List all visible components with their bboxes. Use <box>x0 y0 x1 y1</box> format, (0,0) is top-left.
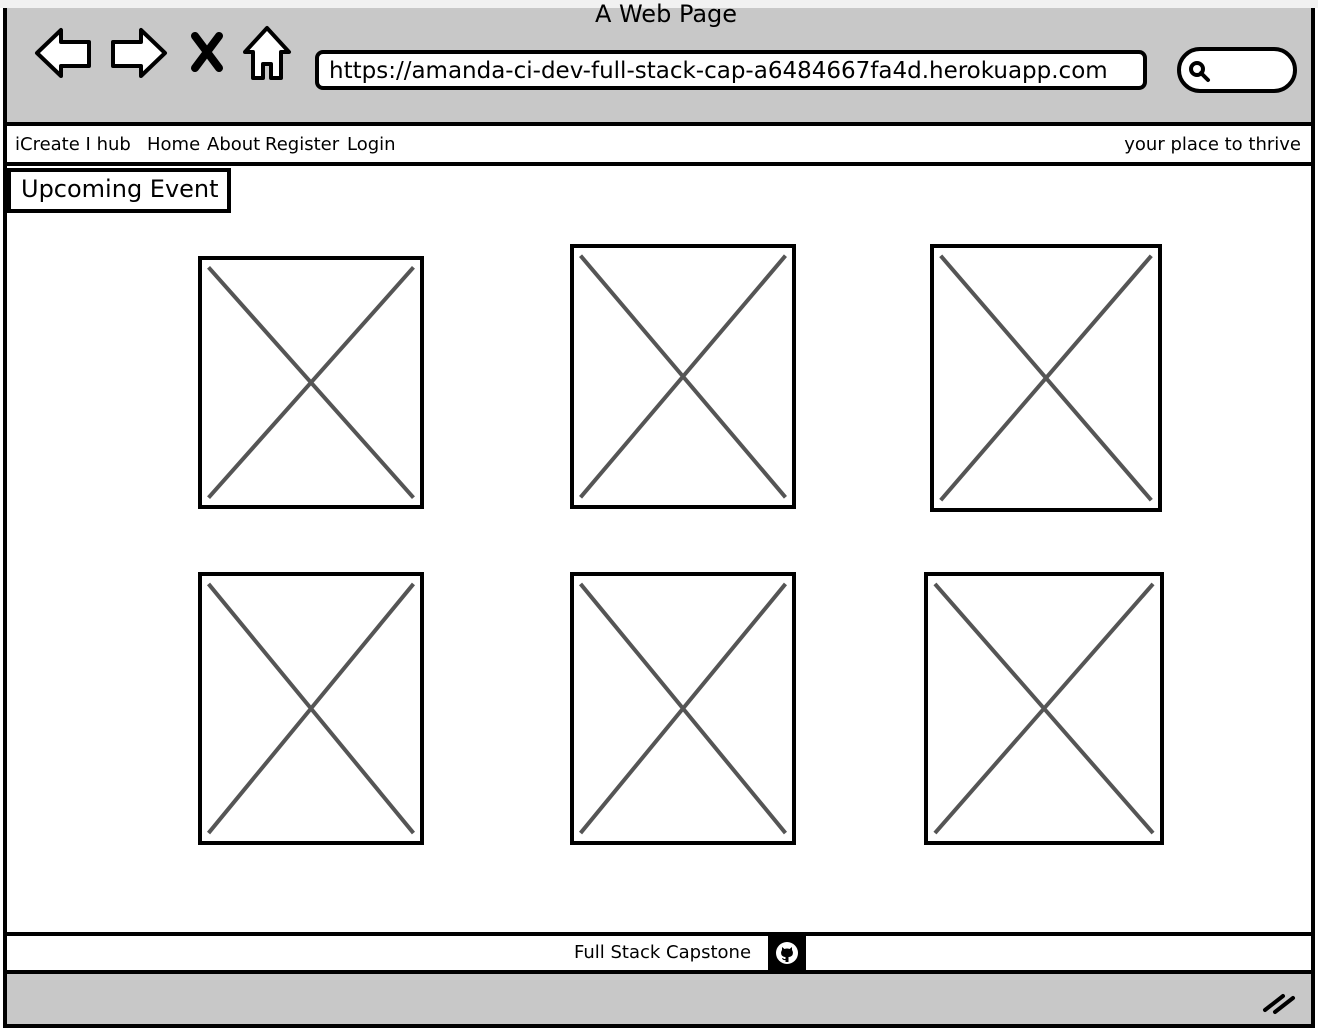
brand-logo-text[interactable]: iCreate I hub <box>15 134 131 155</box>
github-link[interactable] <box>768 934 806 974</box>
window-top-strip <box>0 0 1318 8</box>
image-placeholder-cross-icon <box>202 260 420 505</box>
image-placeholder-cross-icon <box>574 248 792 505</box>
resize-grip-icon[interactable] <box>1261 988 1297 1016</box>
event-image-placeholder[interactable] <box>198 256 424 509</box>
event-image-placeholder[interactable] <box>198 572 424 845</box>
search-icon <box>1189 61 1210 82</box>
event-image-placeholder[interactable] <box>570 572 796 845</box>
image-placeholder-cross-icon <box>934 248 1158 508</box>
footer-text: Full Stack Capstone <box>574 942 752 963</box>
url-bar[interactable]: https://amanda-ci-dev-full-stack-cap-a64… <box>315 50 1147 90</box>
window-title: A Web Page <box>594 0 738 28</box>
nav-link-home[interactable]: Home <box>147 134 201 155</box>
nav-link-about[interactable]: About <box>207 134 261 155</box>
nav-link-login[interactable]: Login <box>347 134 396 155</box>
back-arrow-icon[interactable] <box>33 26 95 80</box>
forward-arrow-icon[interactable] <box>107 26 169 80</box>
site-tagline: your place to thrive <box>1124 134 1301 155</box>
event-image-placeholder[interactable] <box>570 244 796 509</box>
browser-toolbar: A Web Page https://amanda-ci-dev-full-st… <box>3 0 1315 124</box>
image-placeholder-cross-icon <box>574 576 792 841</box>
site-footer <box>3 932 1315 974</box>
home-icon[interactable] <box>241 24 293 82</box>
github-icon <box>776 942 798 964</box>
site-navbar: iCreate I hub Home About Register Login … <box>3 122 1315 166</box>
event-image-placeholder[interactable] <box>930 244 1162 512</box>
nav-link-register[interactable]: Register <box>265 134 340 155</box>
close-icon[interactable] <box>189 32 225 72</box>
browser-search-field[interactable] <box>1177 47 1297 93</box>
image-placeholder-cross-icon <box>202 576 420 841</box>
section-heading: Upcoming Event <box>7 168 231 213</box>
browser-status-bar <box>3 974 1315 1028</box>
event-image-placeholder[interactable] <box>924 572 1164 845</box>
image-placeholder-cross-icon <box>928 576 1160 841</box>
